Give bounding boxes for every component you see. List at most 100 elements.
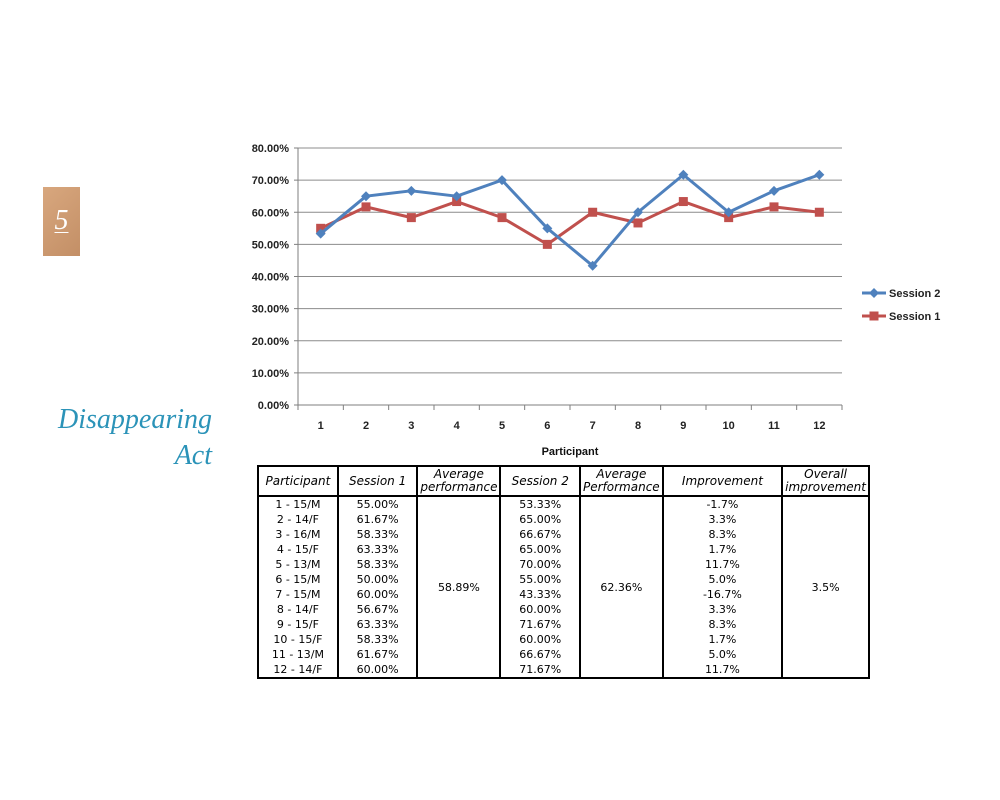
header-overall-line1: Overall bbox=[804, 467, 848, 481]
data-point-session-2 bbox=[723, 207, 734, 218]
ytick-label: 60.00% bbox=[252, 207, 290, 219]
table-row: 4 - 15/F 63.33% 65.00% 1.7% bbox=[257, 542, 869, 557]
table-row: 12 - 14/F 60.00% 71.67% 11.7% bbox=[257, 662, 869, 679]
cell-session1: 61.67% bbox=[336, 647, 419, 662]
xtick-label: 4 bbox=[454, 420, 461, 432]
cell-session1: 63.33% bbox=[336, 617, 419, 632]
cell-session2: 65.00% bbox=[499, 542, 581, 557]
cell-session2: 55.00% bbox=[499, 572, 581, 587]
cell-session2: 60.00% bbox=[499, 602, 581, 617]
cell-overall-improvement: 3.5% bbox=[781, 496, 870, 679]
legend-label: Session 2 bbox=[889, 288, 940, 300]
cell-average-performance-2: 62.36% bbox=[579, 496, 664, 679]
header-improvement: Improvement bbox=[661, 465, 784, 497]
cell-improvement: 5.0% bbox=[661, 647, 784, 662]
series-line-session-2 bbox=[319, 173, 820, 268]
ytick-label: 50.00% bbox=[252, 239, 290, 251]
data-point-session-1 bbox=[361, 202, 371, 212]
ytick-label: 10.00% bbox=[252, 368, 290, 380]
table-row: 5 - 13/M 58.33% 70.00% 11.7% bbox=[257, 557, 869, 572]
table-row: 11 - 13/M 61.67% 66.67% 5.0% bbox=[257, 647, 869, 662]
cell-session1: 50.00% bbox=[336, 572, 419, 587]
header-avg2-line2: Performance bbox=[583, 480, 660, 494]
cell-participant: 9 - 15/F bbox=[257, 617, 339, 632]
header-overall-line2: improvement bbox=[785, 480, 866, 494]
xtick-label: 9 bbox=[680, 420, 686, 432]
ytick-label: 20.00% bbox=[252, 336, 290, 348]
cell-improvement: 5.0% bbox=[661, 572, 784, 587]
slide-number: 5 bbox=[54, 205, 69, 236]
cell-session2: 66.67% bbox=[499, 527, 581, 542]
cell-participant: 12 - 14/F bbox=[257, 662, 339, 679]
table-row: 1 - 15/M 55.00% 58.89% 53.33% 62.36% -1.7% 3.5… bbox=[257, 496, 870, 679]
data-point-session-2 bbox=[406, 185, 417, 196]
cell-improvement: 3.3% bbox=[661, 602, 784, 617]
table-body: 1 - 15/M 55.00% 58.89% 53.33% 62.36% -1.7% 3.5… bbox=[257, 496, 870, 679]
cell-participant: 6 - 15/M bbox=[257, 572, 339, 587]
cell-participant: 11 - 13/M bbox=[257, 647, 339, 662]
cell-improvement: 3.3% bbox=[661, 512, 784, 527]
cell-participant: 4 - 15/F bbox=[257, 542, 339, 557]
cell-session2: 43.33% bbox=[499, 587, 581, 602]
table-row: 6 - 15/M 50.00% 55.00% 5.0% bbox=[257, 572, 869, 587]
cell-participant: 8 - 14/F bbox=[257, 602, 339, 617]
cell-session2: 65.00% bbox=[499, 512, 581, 527]
results-table: Participant Session 1 Average performanc… bbox=[257, 465, 870, 679]
data-point-session-1 bbox=[678, 197, 688, 207]
data-point-session-2 bbox=[542, 223, 553, 234]
cell-session2: 70.00% bbox=[499, 557, 581, 572]
xtick-label: 6 bbox=[544, 420, 550, 432]
slide-number-badge: 5 bbox=[43, 187, 80, 256]
line-chart: 0.00% 10.00% 20.00% 30.00% 40.00% 50.00% 60.00… bbox=[252, 143, 941, 458]
header-avg2-line1: Average bbox=[596, 467, 647, 481]
table-row: 7 - 15/M 60.00% 43.33% -16.7% bbox=[257, 587, 869, 602]
table-row: 8 - 14/F 56.67% 60.00% 3.3% bbox=[257, 602, 869, 617]
header-participant: Participant bbox=[257, 465, 339, 497]
ytick-label: 30.00% bbox=[252, 304, 290, 316]
header-avg-performance-1: Average performance bbox=[416, 465, 502, 497]
header-overall-improvement: Overall improvement bbox=[781, 465, 870, 497]
table-row: 9 - 15/F 63.33% 71.67% 8.3% bbox=[257, 617, 869, 632]
ytick-label: 80.00% bbox=[252, 143, 290, 155]
cell-participant: 2 - 14/F bbox=[257, 512, 339, 527]
cell-session2: 71.67% bbox=[499, 662, 581, 679]
ytick-label: 0.00% bbox=[258, 400, 289, 412]
data-point-session-1 bbox=[588, 207, 598, 217]
xtick-label: 11 bbox=[768, 420, 780, 432]
data-point-session-1 bbox=[769, 202, 779, 212]
data-point-session-2 bbox=[497, 175, 507, 186]
header-session1: Session 1 bbox=[336, 465, 419, 497]
cell-session1: 61.67% bbox=[336, 512, 419, 527]
data-point-session-2 bbox=[814, 169, 825, 180]
xtick-label: 5 bbox=[499, 420, 505, 432]
cell-participant: 5 - 13/M bbox=[257, 557, 339, 572]
cell-improvement: 11.7% bbox=[661, 662, 784, 679]
xtick-label: 10 bbox=[723, 420, 735, 432]
header-avg1-line1: Average bbox=[433, 467, 484, 481]
cell-improvement: 1.7% bbox=[661, 542, 784, 557]
xtick-label: 12 bbox=[813, 420, 825, 432]
cell-improvement: -16.7% bbox=[661, 587, 784, 602]
cell-session1: 58.33% bbox=[336, 632, 419, 647]
slide-title-line-2: Act bbox=[174, 440, 212, 471]
table-header-row: Participant Session 1 Average performanc… bbox=[257, 465, 870, 497]
data-point-session-1 bbox=[497, 213, 507, 223]
legend-marker bbox=[869, 311, 879, 321]
data-point-session-1 bbox=[814, 207, 824, 217]
data-point-session-1 bbox=[406, 213, 416, 223]
data-point-session-2 bbox=[587, 260, 598, 271]
xtick-label: 1 bbox=[318, 420, 324, 432]
cell-session2: 66.67% bbox=[499, 647, 581, 662]
cell-improvement: 11.7% bbox=[661, 557, 784, 572]
cell-participant: 3 - 16/M bbox=[257, 527, 339, 542]
data-point-session-2 bbox=[361, 191, 371, 202]
cell-session1: 56.67% bbox=[336, 602, 419, 617]
cell-improvement: 8.3% bbox=[661, 527, 784, 542]
cell-participant: 7 - 15/M bbox=[257, 587, 339, 602]
header-session2: Session 2 bbox=[499, 465, 581, 497]
data-point-session-2 bbox=[315, 228, 326, 239]
cell-improvement: 8.3% bbox=[661, 617, 784, 632]
data-point-session-1 bbox=[542, 239, 552, 249]
data-point-session-1 bbox=[633, 218, 643, 228]
table-row: 3 - 16/M 58.33% 66.67% 8.3% bbox=[257, 527, 869, 542]
